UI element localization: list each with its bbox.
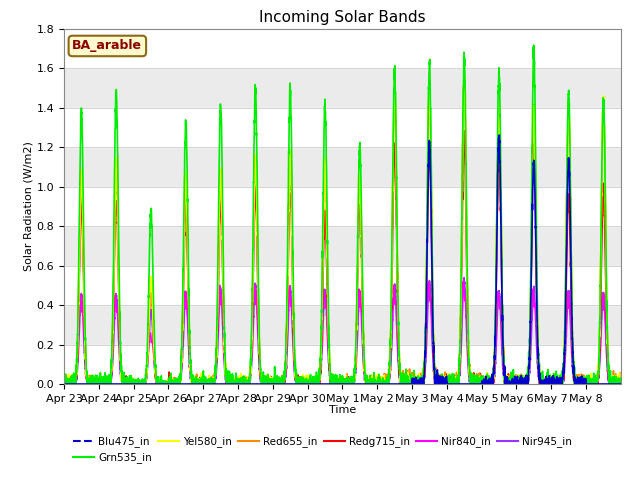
Bar — [64, 108, 621, 147]
Bar — [64, 345, 621, 384]
X-axis label: Time: Time — [329, 405, 356, 415]
Bar — [64, 187, 621, 226]
Text: BA_arable: BA_arable — [72, 39, 142, 52]
Legend: Blu475_in, Grn535_in, Yel580_in, Red655_in, Redg715_in, Nir840_in, Nir945_in: Blu475_in, Grn535_in, Yel580_in, Red655_… — [69, 432, 577, 468]
Bar — [64, 265, 621, 305]
Y-axis label: Solar Radiation (W/m2): Solar Radiation (W/m2) — [24, 142, 34, 271]
Title: Incoming Solar Bands: Incoming Solar Bands — [259, 10, 426, 25]
Bar — [64, 29, 621, 68]
